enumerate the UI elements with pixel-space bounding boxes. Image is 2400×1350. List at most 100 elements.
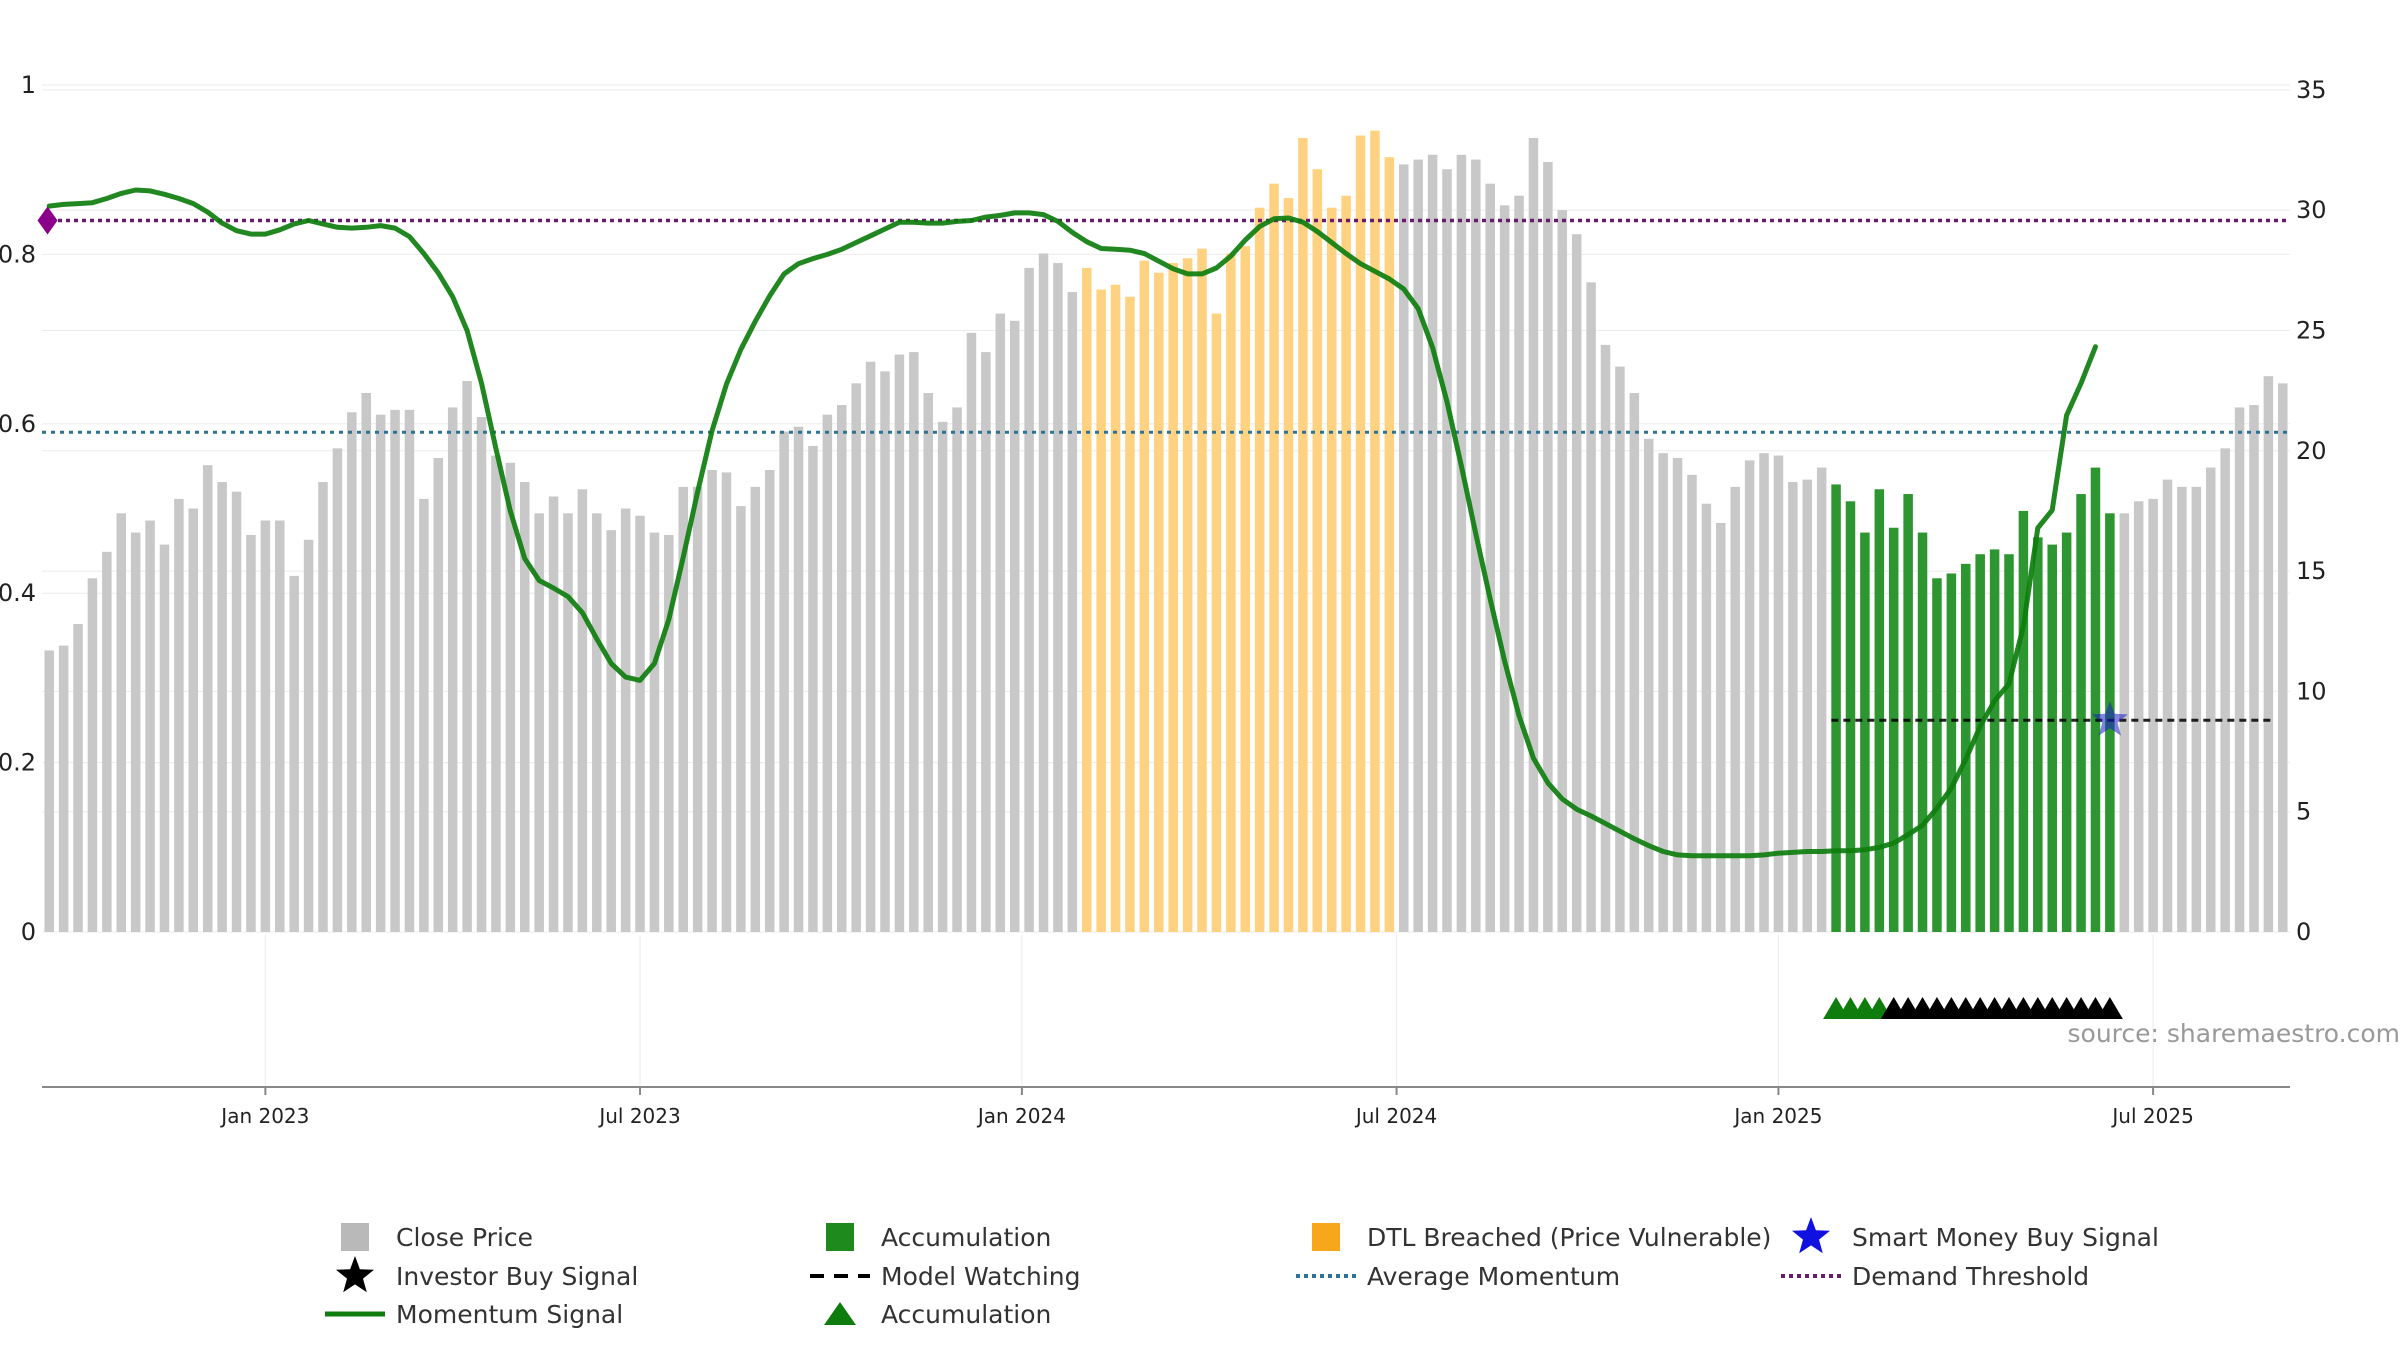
close-price-bar-48 — [736, 506, 746, 932]
close-price-bar-10 — [188, 508, 199, 932]
close-price-bar-55 — [837, 405, 847, 932]
legend-swatch-0 — [341, 1223, 369, 1251]
close-price-bar-111 — [1643, 438, 1654, 932]
close-price-bar-57 — [865, 361, 876, 932]
close-price-bar-106 — [1571, 234, 1582, 932]
close-price-bar-37 — [577, 489, 588, 932]
close-price-bar-35 — [548, 496, 559, 932]
dtl-breached-bar-78 — [1168, 263, 1178, 932]
close-price-bar-104 — [1543, 162, 1553, 932]
close-price-bar-34 — [534, 513, 544, 932]
close-price-bar-146 — [2148, 498, 2158, 932]
close-price-bar-112 — [1658, 453, 1668, 932]
signal-markers — [37, 206, 2128, 1020]
right-axis-tick-4: 20 — [2296, 437, 2327, 465]
legend-label-6: Average Momentum — [1367, 1262, 1620, 1291]
close-price-bar-60 — [909, 352, 919, 932]
x-axis-tick-1: Jul 2023 — [597, 1104, 680, 1128]
accumulation-bar-134 — [1975, 554, 1985, 932]
close-price-bar-42 — [649, 532, 660, 932]
x-axis-tick-3: Jul 2024 — [1354, 1104, 1437, 1128]
close-price-bar-24 — [390, 409, 400, 932]
close-price-bar-59 — [894, 354, 905, 932]
left-axis-tick-1: 0.2 — [0, 749, 36, 777]
accumulation-bar-135 — [1989, 549, 2000, 932]
close-price-bar-69 — [1038, 253, 1049, 932]
right-axis-tick-1: 5 — [2296, 798, 2311, 826]
close-price-bar-154 — [2263, 376, 2274, 932]
x-axis-tick-4: Jan 2025 — [1732, 1104, 1822, 1128]
close-price-bar-0 — [44, 650, 54, 932]
close-price-bar-121 — [1788, 482, 1798, 932]
accumulation-bar-136 — [2004, 554, 2014, 932]
legend-label-0: Close Price — [396, 1223, 533, 1252]
close-price-bar-30 — [476, 417, 487, 932]
close-price-bar-46 — [707, 470, 717, 932]
dtl-breached-bar-90 — [1341, 195, 1351, 932]
x-axis-tick-5: Jul 2025 — [2110, 1104, 2193, 1128]
accumulation-bar-125 — [1845, 501, 1856, 932]
legend-label-2: DTL Breached (Price Vulnerable) — [1367, 1223, 1771, 1252]
right-axis-tick-5: 25 — [2296, 316, 2327, 344]
legend-item-8: Momentum Signal — [325, 1300, 623, 1329]
close-price-bar-119 — [1759, 453, 1769, 932]
close-price-bar-102 — [1514, 195, 1524, 932]
dtl-breached-bar-88 — [1312, 169, 1323, 932]
close-price-bar-58 — [880, 371, 890, 932]
close-price-bar-38 — [592, 513, 602, 932]
left-axis-tick-2: 0.4 — [0, 579, 36, 607]
close-price-bar-113 — [1672, 457, 1683, 932]
close-price-bar-61 — [923, 393, 933, 932]
close-price-bar-151 — [2220, 448, 2230, 932]
demand-marker — [37, 206, 58, 235]
close-price-bar-117 — [1730, 486, 1740, 932]
close-price-bar-21 — [347, 412, 357, 932]
dtl-breached-bar-77 — [1154, 272, 1164, 932]
dtl-breached-bar-82 — [1226, 253, 1236, 932]
accumulation-bar-130 — [1917, 532, 1928, 932]
legend-swatch-2 — [1312, 1223, 1340, 1251]
close-price-bar-70 — [1053, 263, 1063, 932]
close-price-bar-63 — [952, 407, 962, 932]
close-price-bar-99 — [1471, 159, 1481, 932]
close-price-bar-97 — [1442, 169, 1452, 932]
close-price-bar-66 — [995, 313, 1006, 932]
accumulation-bar-124 — [1831, 484, 1841, 932]
close-price-bar-29 — [462, 380, 472, 932]
close-price-bar-54 — [822, 414, 833, 932]
close-price-bar-6 — [130, 532, 141, 932]
legend-item-5: Model Watching — [810, 1262, 1081, 1291]
dtl-breached-bar-81 — [1211, 313, 1222, 932]
close-price-bar-101 — [1499, 205, 1510, 932]
close-price-bar-53 — [808, 445, 818, 932]
close-price-bar-36 — [563, 513, 573, 932]
legend: Close Price Accumulation DTL Breached (Pri… — [325, 1217, 2159, 1329]
close-price-bar-108 — [1600, 344, 1611, 932]
close-price-bar-27 — [433, 457, 444, 932]
close-price-bar-50 — [764, 470, 775, 932]
close-price-bar-96 — [1427, 154, 1438, 932]
dtl-breached-bar-73 — [1096, 289, 1106, 932]
close-price-bar-8 — [159, 544, 170, 932]
left-axis-tick-4: 0.8 — [0, 240, 36, 268]
close-price-bar-20 — [332, 448, 343, 932]
close-price-bar-16 — [275, 520, 285, 932]
close-price-bar-45 — [692, 486, 703, 932]
close-price-bar-5 — [116, 513, 127, 932]
legend-item-4: Investor Buy Signal — [336, 1256, 638, 1293]
dtl-breached-bar-86 — [1283, 198, 1294, 932]
legend-star-4 — [336, 1256, 374, 1293]
left-axis-tick-5: 1 — [21, 71, 36, 99]
close-price-bar-62 — [937, 421, 948, 932]
close-price-bar-95 — [1413, 159, 1423, 932]
close-price-bar-109 — [1615, 366, 1625, 932]
dtl-breached-bar-75 — [1125, 296, 1135, 932]
legend-triangle-9 — [824, 1302, 856, 1325]
legend-label-5: Model Watching — [881, 1262, 1081, 1291]
close-price-bar-19 — [318, 482, 328, 932]
dtl-breached-bar-89 — [1326, 207, 1337, 932]
accumulation-bar-140 — [2061, 532, 2072, 932]
accumulation-bar-138 — [2033, 537, 2043, 932]
legend-star-3 — [1792, 1217, 1830, 1254]
